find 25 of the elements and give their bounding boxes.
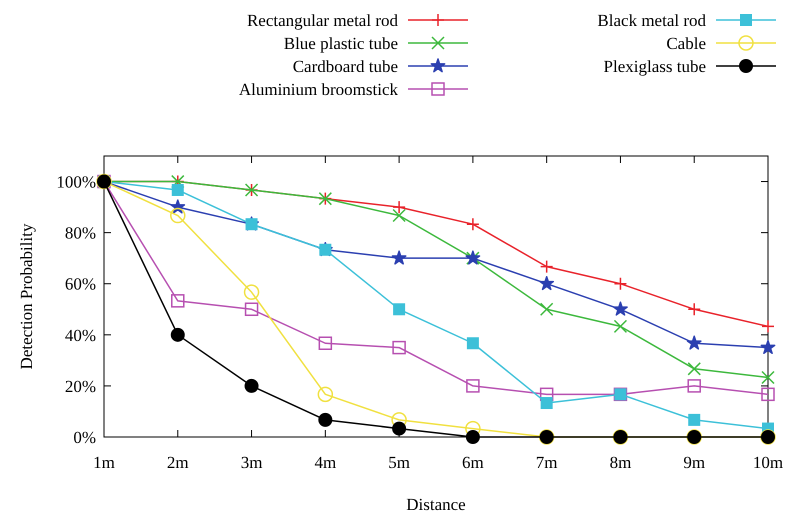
y-tick-label: 80% <box>64 224 96 243</box>
legend-label: Cardboard tube <box>292 57 398 76</box>
y-axis-title: Detection Probability <box>17 223 36 370</box>
x-axis-title: Distance <box>406 495 466 514</box>
x-tick-label: 9m <box>683 453 706 472</box>
x-tick-label: 10m <box>752 453 784 472</box>
x-tick-label: 5m <box>388 453 410 472</box>
x-tick-label: 1m <box>93 453 115 472</box>
legend-label: Cable <box>666 34 706 53</box>
x-tick-label: 7m <box>536 453 558 472</box>
y-tick-label: 40% <box>64 326 96 345</box>
y-tick-label: 20% <box>64 376 96 396</box>
legend-label: Aluminium broomstick <box>238 80 398 99</box>
x-tick-label: 8m <box>610 453 632 472</box>
y-tick-label: 60% <box>64 274 96 294</box>
x-tick-label: 2m <box>166 453 189 472</box>
x-tick-label: 6m <box>462 453 484 472</box>
legend-label: Blue plastic tube <box>284 34 398 53</box>
x-tick-label: 4m <box>314 453 336 472</box>
legend-label: Black metal rod <box>597 11 706 30</box>
y-tick-label: 0% <box>73 428 96 447</box>
legend-label: Rectangular metal rod <box>246 11 398 30</box>
x-tick-label: 3m <box>240 453 262 472</box>
legend-label: Plexiglass tube <box>604 57 706 76</box>
y-tick-label: 100% <box>56 172 96 192</box>
